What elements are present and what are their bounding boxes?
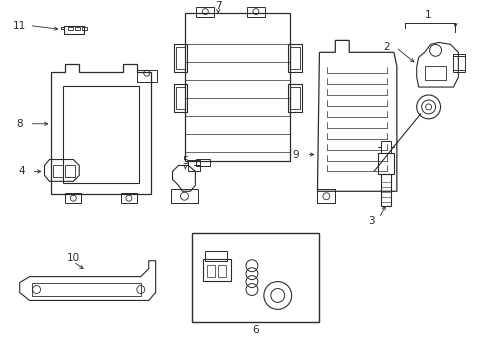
Bar [196, 7, 214, 17]
Text: 10: 10 [67, 253, 80, 263]
Bar [378, 153, 394, 174]
Bar [218, 265, 226, 276]
Bar [290, 48, 299, 69]
Text: 3: 3 [368, 216, 374, 226]
Bar [207, 265, 215, 276]
Bar [290, 87, 299, 109]
Bar [288, 84, 301, 112]
Bar [196, 158, 210, 166]
Bar [175, 48, 185, 69]
Bar [381, 174, 391, 206]
Bar [203, 259, 231, 280]
Text: 2: 2 [384, 42, 390, 52]
Text: 6: 6 [253, 325, 259, 335]
Text: 5: 5 [182, 157, 189, 166]
Text: 4: 4 [18, 166, 25, 176]
Bar [318, 189, 335, 203]
Bar [53, 166, 63, 177]
Bar [64, 26, 84, 35]
Bar [32, 283, 141, 297]
Bar [288, 44, 301, 72]
Text: 8: 8 [16, 119, 23, 129]
Bar [121, 193, 137, 203]
Bar [65, 166, 75, 177]
Bar [193, 233, 319, 322]
Bar [381, 141, 391, 153]
Bar [82, 27, 87, 31]
Bar [75, 27, 80, 31]
Bar [171, 189, 198, 203]
Bar [453, 54, 465, 72]
Bar [137, 70, 157, 82]
Bar [205, 251, 227, 261]
Text: 1: 1 [425, 10, 432, 19]
Bar [185, 13, 290, 162]
Bar [173, 44, 188, 72]
Bar [65, 193, 81, 203]
Bar [247, 7, 265, 17]
Bar [175, 87, 185, 109]
Bar [68, 27, 73, 31]
Text: 9: 9 [293, 149, 299, 159]
Bar [189, 159, 200, 171]
Bar [425, 66, 446, 80]
Bar [173, 84, 188, 112]
Text: 7: 7 [215, 1, 221, 11]
Bar [63, 86, 139, 183]
Text: 11: 11 [13, 21, 26, 31]
